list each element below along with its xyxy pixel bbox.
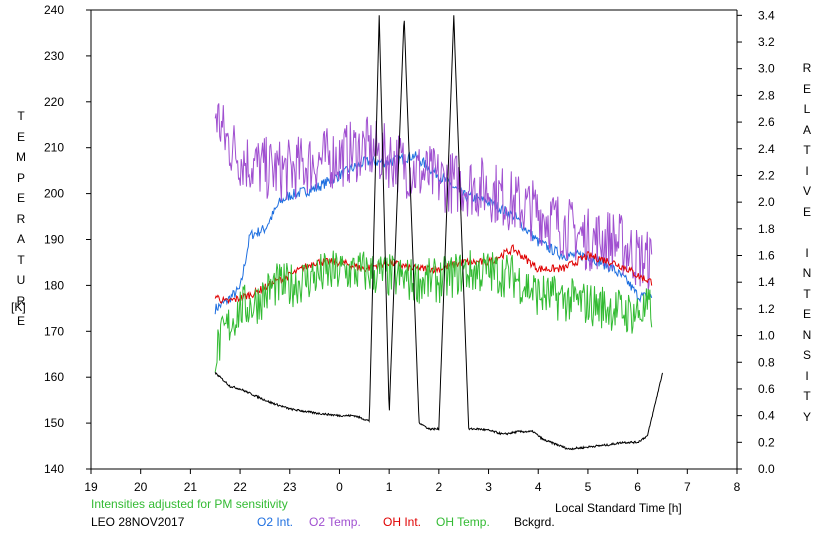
y-right-tick-label: 0.6 bbox=[758, 382, 775, 396]
y-right-tick-label: 0.2 bbox=[758, 435, 775, 449]
y-right-tick-label: 1.0 bbox=[758, 329, 775, 343]
axis-title-letter: P bbox=[16, 170, 25, 185]
legend-oh-temp: OH Temp. bbox=[436, 515, 490, 529]
x-axis: 19 20 21 22 23 0 1 2 3 4 5 6 7 8 bbox=[84, 469, 741, 494]
y-right-tick-label: 1.4 bbox=[758, 275, 775, 289]
axis-title-letter: A bbox=[802, 122, 811, 137]
y-right-tick-label: 1.8 bbox=[758, 222, 775, 236]
axis-title-letter: E bbox=[16, 314, 25, 328]
y-left-tick-label: 150 bbox=[44, 416, 64, 430]
axis-title-letter: L bbox=[803, 102, 811, 116]
left-y-axis: 140 150 160 170 180 190 200 210 220 230 240 bbox=[44, 3, 91, 476]
left-axis-unit: [K] bbox=[11, 300, 26, 314]
axis-title-letter: E bbox=[802, 81, 811, 96]
x-tick-label: 8 bbox=[734, 480, 741, 494]
axis-title-letter: I bbox=[805, 368, 809, 383]
axis-title-letter: T bbox=[803, 389, 811, 403]
axis-title-letter: M bbox=[16, 150, 26, 164]
x-tick-label: 3 bbox=[485, 480, 492, 494]
sensitivity-note: Intensities adjusted for PM sensitivity bbox=[91, 497, 288, 511]
axis-title-letter: I bbox=[805, 245, 809, 260]
axis-title-letter: I bbox=[805, 163, 809, 178]
y-right-tick-label: 1.6 bbox=[758, 249, 775, 263]
x-tick-label: 19 bbox=[84, 480, 98, 494]
y-right-tick-label: 2.2 bbox=[758, 168, 775, 182]
axis-title-letter: E bbox=[16, 191, 25, 205]
y-left-tick-label: 220 bbox=[44, 95, 64, 109]
axis-title-letter: Y bbox=[802, 409, 811, 424]
axis-title-letter: E bbox=[802, 204, 811, 219]
axis-title-letter: E bbox=[802, 307, 811, 321]
axis-title-letter: R bbox=[802, 61, 812, 75]
axis-title-letter: U bbox=[16, 273, 26, 287]
axis-title-letter bbox=[800, 222, 814, 243]
x-tick-label: 0 bbox=[336, 480, 343, 494]
legend-bckgrd: Bckgrd. bbox=[514, 515, 555, 529]
legend-o2-temp: O2 Temp. bbox=[309, 515, 361, 529]
y-right-tick-label: 0.0 bbox=[758, 462, 775, 476]
x-tick-label: 2 bbox=[436, 480, 443, 494]
y-right-tick-label: 2.0 bbox=[758, 195, 775, 209]
y-left-tick-label: 210 bbox=[44, 141, 64, 155]
legend-oh-int: OH Int. bbox=[383, 515, 422, 529]
axis-title-letter: N bbox=[802, 266, 812, 280]
y-left-tick-label: 180 bbox=[44, 278, 64, 292]
series-oh-temp bbox=[214, 250, 653, 373]
x-tick-label: 5 bbox=[585, 480, 592, 494]
station-date: LEO 28NOV2017 bbox=[91, 515, 185, 529]
y-left-tick-label: 170 bbox=[44, 324, 64, 338]
axis-title-letter: T bbox=[17, 252, 25, 267]
y-right-tick-label: 2.8 bbox=[758, 88, 775, 102]
y-right-tick-label: 2.4 bbox=[758, 142, 775, 156]
y-left-tick-label: 230 bbox=[44, 49, 64, 63]
x-tick-label: 20 bbox=[134, 480, 148, 494]
y-right-tick-label: 3.0 bbox=[758, 62, 775, 76]
x-tick-label: 1 bbox=[386, 480, 393, 494]
axis-title-letter: T bbox=[803, 286, 811, 301]
axis-title-letter: R bbox=[16, 293, 26, 308]
y-left-tick-label: 200 bbox=[44, 187, 64, 201]
legend-o2-int: O2 Int. bbox=[257, 515, 294, 529]
x-tick-label: 4 bbox=[535, 480, 542, 494]
axis-title-letter: E bbox=[16, 129, 25, 144]
series-bckgrd bbox=[214, 15, 663, 451]
y-left-tick-label: 140 bbox=[44, 462, 64, 476]
axis-title-letter: T bbox=[17, 109, 25, 123]
y-left-tick-label: 240 bbox=[44, 3, 64, 17]
y-right-tick-label: 0.8 bbox=[758, 355, 775, 369]
axis-title-letter: T bbox=[803, 143, 811, 157]
series-layer bbox=[214, 15, 663, 451]
axis-title-letter: R bbox=[16, 211, 26, 226]
axis-title-letter: N bbox=[802, 327, 812, 342]
axis-title-letter: A bbox=[16, 232, 25, 246]
x-tick-label: 7 bbox=[684, 480, 691, 494]
x-axis-title: Local Standard Time [h] bbox=[555, 501, 682, 515]
x-tick-label: 22 bbox=[233, 480, 247, 494]
y-right-tick-label: 3.2 bbox=[758, 35, 775, 49]
plot-frame bbox=[90, 9, 738, 470]
y-right-tick-label: 0.4 bbox=[758, 409, 775, 423]
y-right-tick-label: 1.2 bbox=[758, 302, 775, 316]
y-right-tick-label: 2.6 bbox=[758, 115, 775, 129]
right-y-axis: 0.0 0.2 0.4 0.6 0.8 1.0 1.2 1.4 1.6 1.8 2.0 2.2 2.4 2… bbox=[737, 8, 775, 476]
x-tick-label: 23 bbox=[283, 480, 297, 494]
x-tick-label: 21 bbox=[184, 480, 198, 494]
axis-title-letter: S bbox=[802, 348, 811, 362]
y-left-tick-label: 160 bbox=[44, 370, 64, 384]
series-o2-temp bbox=[214, 103, 653, 291]
y-left-tick-label: 190 bbox=[44, 233, 64, 247]
x-tick-label: 6 bbox=[634, 480, 641, 494]
y-right-tick-label: 3.4 bbox=[758, 8, 775, 22]
axis-title-letter: V bbox=[802, 184, 811, 198]
